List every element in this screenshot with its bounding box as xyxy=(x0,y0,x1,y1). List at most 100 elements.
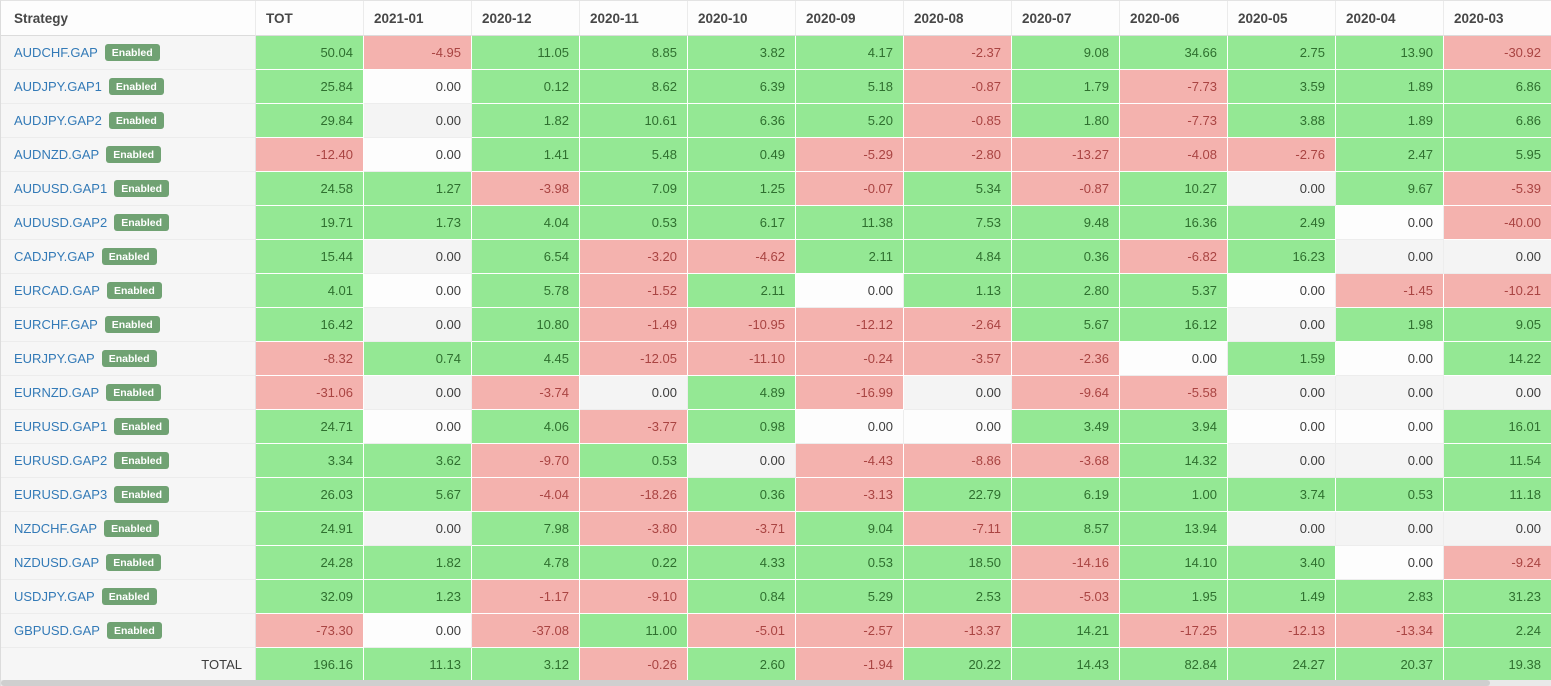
enabled-badge[interactable]: Enabled xyxy=(114,213,170,232)
total-label: TOTAL xyxy=(1,648,256,682)
total-value-cell: 24.27 xyxy=(1228,648,1336,682)
strategy-link[interactable]: EURUSD.GAP1 xyxy=(14,418,108,434)
value-cell: 0.00 xyxy=(364,512,472,546)
column-header-2020-09[interactable]: 2020-09 xyxy=(796,1,904,36)
column-header-2020-07[interactable]: 2020-07 xyxy=(1012,1,1120,36)
strategy-link[interactable]: EURCHF.GAP xyxy=(14,316,98,332)
strategy-link[interactable]: AUDUSD.GAP1 xyxy=(14,180,108,196)
strategy-link[interactable]: GBPUSD.GAP xyxy=(14,622,100,638)
value-cell: -73.30 xyxy=(256,614,364,648)
value-cell: -2.64 xyxy=(904,308,1012,342)
enabled-badge[interactable]: Enabled xyxy=(106,145,162,164)
value-cell: 0.00 xyxy=(1444,240,1551,274)
strategy-link[interactable]: USDJPY.GAP xyxy=(14,588,95,604)
enabled-badge[interactable]: Enabled xyxy=(114,451,170,470)
column-header-2020-05[interactable]: 2020-05 xyxy=(1228,1,1336,36)
value-cell: -4.43 xyxy=(796,444,904,478)
value-cell: 26.03 xyxy=(256,478,364,512)
strategy-link[interactable]: NZDCHF.GAP xyxy=(14,520,98,536)
value-cell: -30.92 xyxy=(1444,36,1551,70)
value-cell: -3.74 xyxy=(472,376,580,410)
value-cell: -3.71 xyxy=(688,512,796,546)
value-cell: 1.80 xyxy=(1012,104,1120,138)
value-cell: -4.04 xyxy=(472,478,580,512)
total-value-cell: -0.26 xyxy=(580,648,688,682)
strategy-link[interactable]: EURUSD.GAP3 xyxy=(14,486,108,502)
strategy-link[interactable]: EURNZD.GAP xyxy=(14,384,100,400)
column-header-2020-12[interactable]: 2020-12 xyxy=(472,1,580,36)
strategy-link[interactable]: AUDNZD.GAP xyxy=(14,146,100,162)
scrollbar-thumb[interactable] xyxy=(1,680,1490,686)
enabled-badge[interactable]: Enabled xyxy=(114,485,170,504)
value-cell: -14.16 xyxy=(1012,546,1120,580)
value-cell: 24.71 xyxy=(256,410,364,444)
value-cell: 24.58 xyxy=(256,172,364,206)
enabled-badge[interactable]: Enabled xyxy=(108,111,164,130)
column-header-2020-04[interactable]: 2020-04 xyxy=(1336,1,1444,36)
value-cell: 29.84 xyxy=(256,104,364,138)
value-cell: -0.87 xyxy=(904,70,1012,104)
enabled-badge[interactable]: Enabled xyxy=(106,553,162,572)
value-cell: 0.00 xyxy=(796,410,904,444)
strategy-link[interactable]: NZDUSD.GAP xyxy=(14,554,100,570)
column-header-2020-08[interactable]: 2020-08 xyxy=(904,1,1012,36)
strategy-link[interactable]: AUDJPY.GAP1 xyxy=(14,78,102,94)
value-cell: 0.00 xyxy=(364,308,472,342)
strategy-link[interactable]: AUDJPY.GAP2 xyxy=(14,112,102,128)
value-cell: 5.67 xyxy=(1012,308,1120,342)
strategy-cell: GBPUSD.GAP Enabled xyxy=(1,614,256,648)
strategy-cell: CADJPY.GAP Enabled xyxy=(1,240,256,274)
enabled-badge[interactable]: Enabled xyxy=(108,77,164,96)
value-cell: 7.53 xyxy=(904,206,1012,240)
column-header-tot[interactable]: TOT xyxy=(256,1,364,36)
value-cell: 2.80 xyxy=(1012,274,1120,308)
strategy-link[interactable]: AUDCHF.GAP xyxy=(14,44,98,60)
enabled-badge[interactable]: Enabled xyxy=(104,519,159,538)
value-cell: 24.91 xyxy=(256,512,364,546)
enabled-badge[interactable]: Enabled xyxy=(106,383,162,402)
strategy-cell: EURCAD.GAP Enabled xyxy=(1,274,256,308)
value-cell: 14.21 xyxy=(1012,614,1120,648)
header-row: Strategy TOT 2021-01 2020-12 2020-11 2020-10 2… xyxy=(1,1,1551,36)
value-cell: 1.95 xyxy=(1120,580,1228,614)
enabled-badge[interactable]: Enabled xyxy=(104,43,160,62)
strategy-link[interactable]: AUDUSD.GAP2 xyxy=(14,214,108,230)
enabled-badge[interactable]: Enabled xyxy=(101,349,157,368)
horizontal-scrollbar[interactable] xyxy=(1,680,1551,686)
value-cell: 0.00 xyxy=(1228,308,1336,342)
strategy-link[interactable]: EURCAD.GAP xyxy=(14,282,100,298)
enabled-badge[interactable]: Enabled xyxy=(106,621,162,640)
enabled-badge[interactable]: Enabled xyxy=(106,281,162,300)
column-header-2020-11[interactable]: 2020-11 xyxy=(580,1,688,36)
value-cell: 9.04 xyxy=(796,512,904,546)
strategy-cell: EURNZD.GAP Enabled xyxy=(1,376,256,410)
value-cell: 6.86 xyxy=(1444,70,1551,104)
column-header-2020-10[interactable]: 2020-10 xyxy=(688,1,796,36)
table-row: EURUSD.GAP2 Enabled 3.34 3.62 -9.70 0.53 0.00-… xyxy=(1,444,1551,478)
column-header-strategy[interactable]: Strategy xyxy=(1,1,256,36)
enabled-badge[interactable]: Enabled xyxy=(104,315,160,334)
value-cell: 11.18 xyxy=(1444,478,1551,512)
enabled-badge[interactable]: Enabled xyxy=(114,179,170,198)
column-header-2020-03[interactable]: 2020-03 xyxy=(1444,1,1551,36)
value-cell: 0.00 xyxy=(364,104,472,138)
strategy-link[interactable]: EURJPY.GAP xyxy=(14,350,95,366)
strategy-link[interactable]: EURUSD.GAP2 xyxy=(14,452,108,468)
strategy-cell: AUDUSD.GAP2 Enabled xyxy=(1,206,256,240)
value-cell: 11.54 xyxy=(1444,444,1551,478)
value-cell: 1.27 xyxy=(364,172,472,206)
strategy-link[interactable]: CADJPY.GAP xyxy=(14,248,95,264)
enabled-badge[interactable]: Enabled xyxy=(101,247,157,266)
value-cell: 3.74 xyxy=(1228,478,1336,512)
table-row: AUDJPY.GAP2 Enabled 29.84 0.00 1.82 10.61 6.36… xyxy=(1,104,1551,138)
strategy-cell: EURCHF.GAP Enabled xyxy=(1,308,256,342)
table-row: EURJPY.GAP Enabled -8.32 0.74 4.45 -12.05 -11.… xyxy=(1,342,1551,376)
enabled-badge[interactable]: Enabled xyxy=(114,417,170,436)
column-header-2021-01[interactable]: 2021-01 xyxy=(364,1,472,36)
value-cell: 0.00 xyxy=(364,240,472,274)
value-cell: 6.39 xyxy=(688,70,796,104)
enabled-badge[interactable]: Enabled xyxy=(101,587,157,606)
total-value-cell: 196.16 xyxy=(256,648,364,682)
value-cell: 31.23 xyxy=(1444,580,1551,614)
column-header-2020-06[interactable]: 2020-06 xyxy=(1120,1,1228,36)
